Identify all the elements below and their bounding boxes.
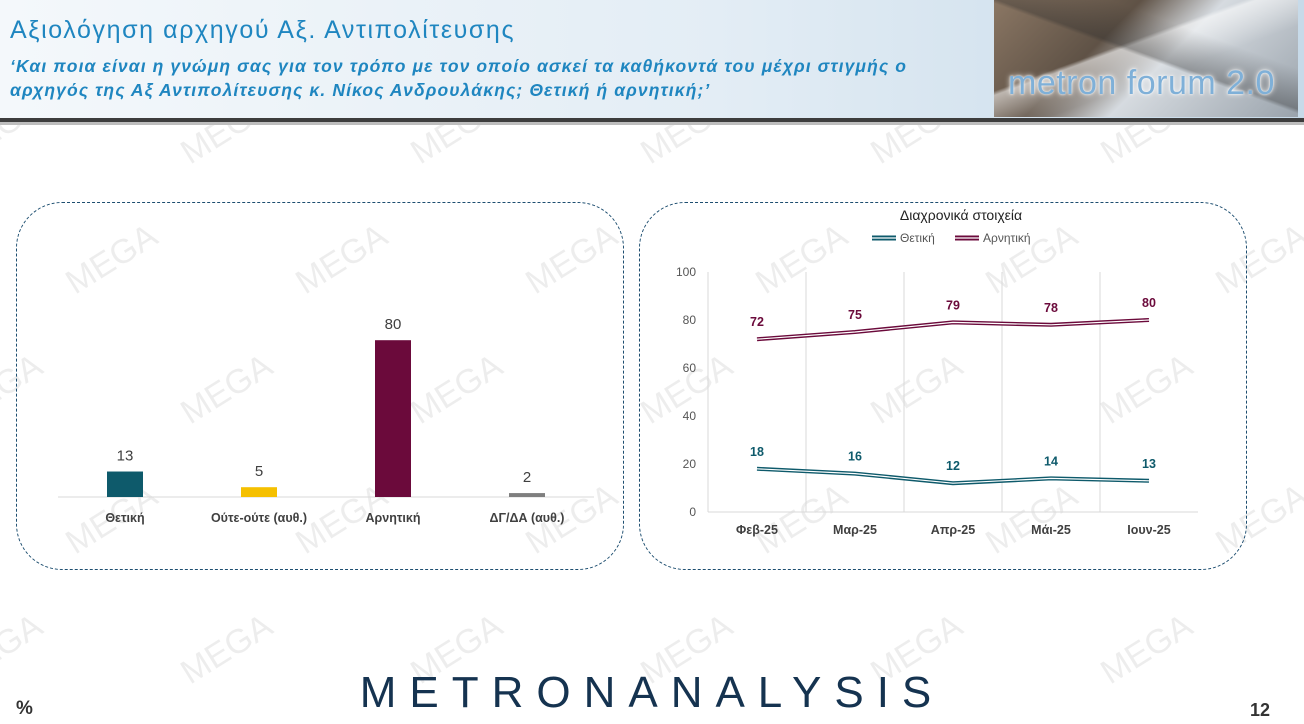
header-divider-shadow xyxy=(0,122,1304,125)
line-chart-panel xyxy=(639,202,1247,570)
metron-analysis-brand: METRONANALYSIS xyxy=(359,668,945,717)
logo-glass-shard xyxy=(994,0,1298,117)
logo-glass-shard xyxy=(994,0,1298,117)
watermark-text: MEGA xyxy=(174,125,279,172)
slide-title: Αξιολόγηση αρχηγού Αξ. Αντιπολίτευσης xyxy=(10,16,516,44)
logo-text: metron forum 2.0 xyxy=(1008,64,1275,102)
percent-mark: % xyxy=(16,698,33,719)
question-text: ‘Και ποια είναι η γνώμη σας για τον τρόπ… xyxy=(10,56,908,100)
watermark-text: MEGA xyxy=(864,125,969,172)
watermark-text: MEGA xyxy=(404,125,509,172)
metron-forum-logo: metron forum 2.0 xyxy=(994,0,1298,117)
page-number: 12 xyxy=(1250,700,1271,720)
bar-chart-panel xyxy=(16,202,624,570)
watermark-text: MEGA xyxy=(1094,125,1199,172)
header-divider xyxy=(0,118,1304,122)
watermark-text: MEGA xyxy=(634,125,739,172)
watermark-text: MEGA xyxy=(0,125,49,172)
